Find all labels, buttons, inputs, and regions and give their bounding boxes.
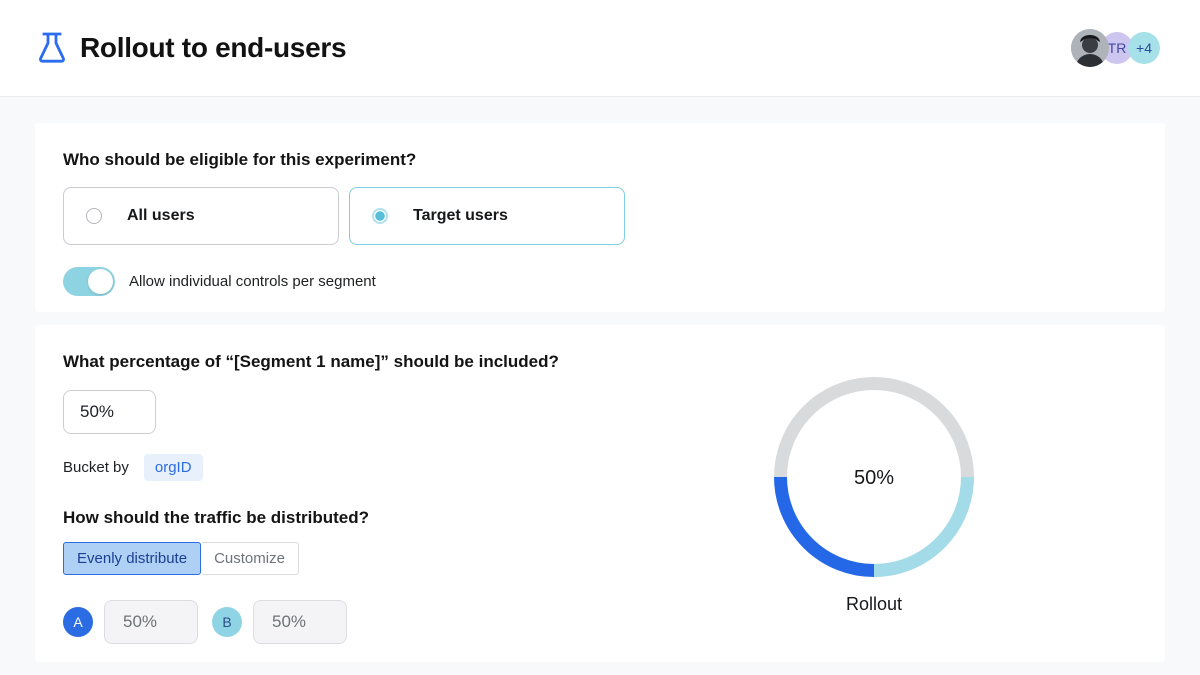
flask-icon [39, 32, 65, 63]
customize-button[interactable]: Customize [201, 542, 299, 575]
distribution-mode-control: Evenly distribute Customize [63, 542, 1137, 575]
rollout-card: What percentage of “[Segment 1 name]” sh… [35, 325, 1165, 662]
option-target-users[interactable]: Target users [349, 187, 625, 245]
rollout-donut-chart: 50% Rollout [774, 377, 974, 615]
donut-caption: Rollout [845, 594, 903, 614]
variant-a-badge: A [63, 607, 93, 637]
individual-controls-toggle[interactable] [63, 267, 115, 296]
variant-a-percentage-input[interactable] [104, 600, 198, 644]
donut-segment-variant-b [873, 476, 974, 577]
variant-b-badge: B [212, 607, 242, 637]
eligibility-question: Who should be eligible for this experime… [63, 150, 417, 169]
page-title: Rollout to end-users [80, 32, 347, 63]
radio-unselected-icon[interactable] [86, 208, 102, 224]
header: Rollout to end-users TR +4 [0, 0, 1200, 97]
radio-selected-icon[interactable] [372, 208, 388, 224]
donut-segment-variant-a [774, 476, 875, 577]
toggle-knob [88, 269, 113, 294]
percentage-question: What percentage of “[Segment 1 name]” sh… [63, 352, 559, 371]
segment-controls-toggle-row: Allow individual controls per segment [63, 267, 1137, 296]
eligibility-options: All users Target users [63, 187, 1137, 245]
avatar-overflow-badge[interactable]: +4 [1128, 32, 1160, 64]
toggle-label: Allow individual controls per segment [129, 273, 376, 290]
rollout-percentage-input[interactable] [63, 390, 156, 434]
option-all-users[interactable]: All users [63, 187, 339, 245]
variant-split-row: A B [63, 600, 1137, 644]
person-photo-icon [1071, 29, 1109, 67]
donut-svg: 50% [774, 377, 974, 577]
bucket-by-value-tag[interactable]: orgID [143, 454, 203, 481]
bucket-by-label: Bucket by [63, 459, 129, 476]
main-content: Who should be eligible for this experime… [0, 123, 1200, 662]
variant-b-percentage-input[interactable] [253, 600, 347, 644]
donut-segment-remainder [774, 377, 974, 478]
user-photo-avatar[interactable] [1071, 29, 1109, 67]
evenly-distribute-button[interactable]: Evenly distribute [63, 542, 202, 575]
option-all-users-label: All users [127, 207, 195, 224]
eligibility-card: Who should be eligible for this experime… [35, 123, 1165, 312]
option-target-users-label: Target users [413, 207, 508, 224]
donut-center-value: 50% [854, 467, 894, 489]
avatar-group: TR +4 [1071, 29, 1160, 67]
distribution-question: How should the traffic be distributed? [63, 508, 369, 527]
bucket-by-row: Bucket by orgID [63, 454, 1137, 481]
